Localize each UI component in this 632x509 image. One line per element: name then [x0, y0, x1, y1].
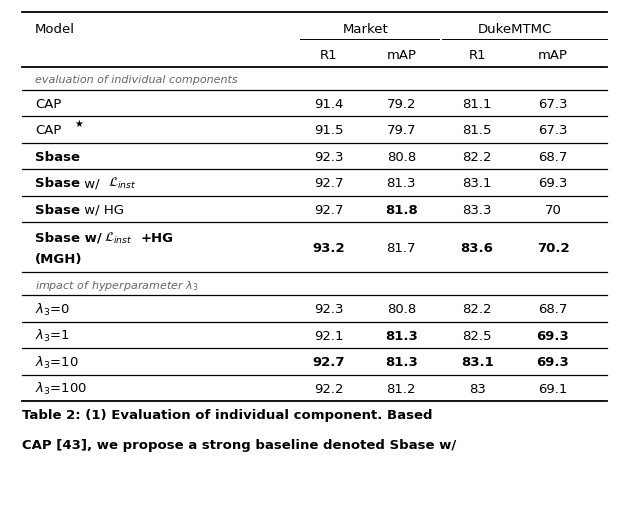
Text: CAP: CAP [35, 97, 61, 110]
Text: $\lambda_3$=1: $\lambda_3$=1 [35, 327, 70, 344]
Text: 81.2: 81.2 [387, 382, 416, 395]
Text: $\lambda_3$=0: $\lambda_3$=0 [35, 301, 70, 317]
Text: Sbase: Sbase [35, 203, 80, 216]
Text: mAP: mAP [538, 49, 568, 62]
Text: 70: 70 [545, 203, 561, 216]
Text: CAP: CAP [35, 124, 61, 137]
Text: evaluation of individual components: evaluation of individual components [35, 75, 238, 85]
Text: 93.2: 93.2 [312, 241, 345, 254]
Text: 83.1: 83.1 [463, 177, 492, 190]
Text: 83: 83 [469, 382, 485, 395]
Text: 68.7: 68.7 [538, 150, 568, 163]
Text: 82.2: 82.2 [463, 302, 492, 316]
Text: $\lambda_3$=10: $\lambda_3$=10 [35, 354, 78, 370]
Text: ★: ★ [74, 119, 83, 129]
Text: $\lambda_3$=100: $\lambda_3$=100 [35, 380, 87, 397]
Text: 68.7: 68.7 [538, 302, 568, 316]
Text: 83.3: 83.3 [463, 203, 492, 216]
Text: 81.3: 81.3 [385, 329, 418, 342]
Text: impact of hyperparameter $\lambda_3$: impact of hyperparameter $\lambda_3$ [35, 278, 198, 292]
Text: Sbase w/: Sbase w/ [35, 232, 106, 244]
Text: 79.2: 79.2 [387, 97, 416, 110]
Text: 81.5: 81.5 [463, 124, 492, 137]
Text: 92.3: 92.3 [314, 150, 343, 163]
Text: 82.2: 82.2 [463, 150, 492, 163]
Text: 69.3: 69.3 [538, 177, 568, 190]
Text: R1: R1 [320, 49, 337, 62]
Text: Model: Model [35, 23, 75, 36]
Text: 91.5: 91.5 [314, 124, 343, 137]
Text: 67.3: 67.3 [538, 124, 568, 137]
Text: 79.7: 79.7 [387, 124, 416, 137]
Text: 92.1: 92.1 [314, 329, 343, 342]
Text: 83.6: 83.6 [461, 241, 494, 254]
Text: $\mathcal{L}_{inst}$: $\mathcal{L}_{inst}$ [108, 176, 137, 191]
Text: R1: R1 [468, 49, 486, 62]
Text: 92.2: 92.2 [314, 382, 343, 395]
Text: w/ HG: w/ HG [80, 203, 125, 216]
Text: (MGH): (MGH) [35, 252, 82, 265]
Text: 81.8: 81.8 [385, 203, 418, 216]
Text: 82.5: 82.5 [463, 329, 492, 342]
Text: 69.3: 69.3 [537, 329, 569, 342]
Text: 81.1: 81.1 [463, 97, 492, 110]
Text: 81.3: 81.3 [387, 177, 416, 190]
Text: Sbase: Sbase [35, 177, 80, 190]
Text: 81.7: 81.7 [387, 241, 416, 254]
Text: Sbase: Sbase [35, 150, 80, 163]
Text: 69.1: 69.1 [538, 382, 568, 395]
Text: mAP: mAP [386, 49, 416, 62]
Text: +HG: +HG [141, 232, 174, 244]
Text: 69.3: 69.3 [537, 355, 569, 369]
Text: 70.2: 70.2 [537, 241, 569, 254]
Text: $\mathcal{L}_{inst}$: $\mathcal{L}_{inst}$ [104, 231, 133, 245]
Text: 81.3: 81.3 [385, 355, 418, 369]
Text: 80.8: 80.8 [387, 150, 416, 163]
Text: 92.7: 92.7 [314, 177, 343, 190]
Text: 83.1: 83.1 [461, 355, 494, 369]
Text: Table 2: (1) Evaluation of individual component. Based: Table 2: (1) Evaluation of individual co… [22, 408, 433, 420]
Text: 91.4: 91.4 [314, 97, 343, 110]
Text: 80.8: 80.8 [387, 302, 416, 316]
Text: DukeMTMC: DukeMTMC [478, 23, 552, 36]
Text: CAP [43], we propose a strong baseline denoted Sbase w/: CAP [43], we propose a strong baseline d… [22, 438, 456, 451]
Text: 92.3: 92.3 [314, 302, 343, 316]
Text: 92.7: 92.7 [314, 203, 343, 216]
Text: 92.7: 92.7 [312, 355, 345, 369]
Text: Market: Market [343, 23, 388, 36]
Text: 67.3: 67.3 [538, 97, 568, 110]
Text: w/: w/ [80, 177, 104, 190]
